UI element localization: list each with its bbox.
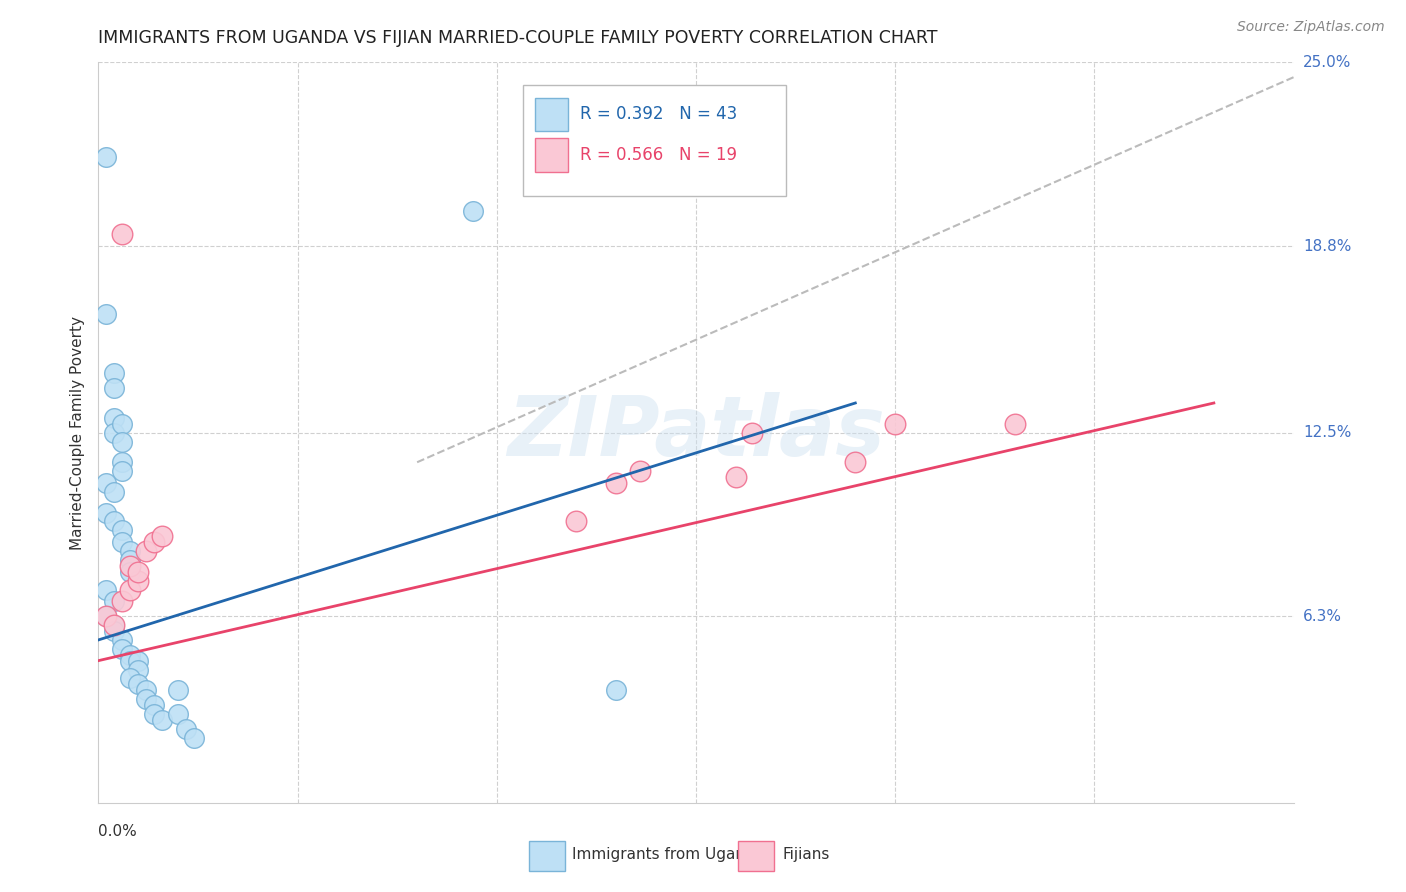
Point [844, 455, 866, 469]
Point [120, 654, 142, 668]
Point [111, 632, 134, 647]
Point [120, 648, 142, 662]
Point [605, 683, 627, 698]
Point [135, 544, 157, 558]
Point [103, 624, 125, 638]
Point [111, 455, 134, 469]
Point [135, 692, 157, 706]
Text: IMMIGRANTS FROM UGANDA VS FIJIAN MARRIED-COUPLE FAMILY POVERTY CORRELATION CHART: IMMIGRANTS FROM UGANDA VS FIJIAN MARRIED… [98, 29, 938, 47]
Point [103, 618, 125, 632]
Text: R = 0.566   N = 19: R = 0.566 N = 19 [581, 146, 737, 164]
Point [150, 713, 173, 727]
Point [120, 558, 142, 573]
Point [1004, 417, 1026, 431]
Point [103, 594, 125, 608]
Point [96, 609, 118, 624]
Point [120, 553, 142, 567]
Point [127, 663, 149, 677]
Text: 6.3%: 6.3% [1303, 608, 1343, 624]
Point [167, 683, 190, 698]
Y-axis label: Married-Couple Family Poverty: Married-Couple Family Poverty [69, 316, 84, 549]
Point [111, 524, 134, 538]
Point [127, 565, 149, 579]
Point [96, 307, 118, 321]
Point [103, 484, 125, 499]
Point [96, 506, 118, 520]
Text: Source: ZipAtlas.com: Source: ZipAtlas.com [1237, 20, 1385, 34]
Point [111, 417, 134, 431]
Point [183, 731, 205, 745]
Point [135, 683, 157, 698]
Point [724, 470, 747, 484]
Point [174, 722, 197, 736]
Point [111, 641, 134, 656]
Point [111, 535, 134, 549]
Point [628, 464, 651, 478]
Point [120, 544, 142, 558]
Text: 12.5%: 12.5% [1303, 425, 1351, 440]
Point [103, 381, 125, 395]
Point [143, 706, 166, 721]
Point [103, 410, 125, 425]
Point [120, 582, 142, 597]
Point [150, 529, 173, 543]
Point [461, 203, 484, 218]
Point [111, 434, 134, 449]
Text: ZIPatlas: ZIPatlas [508, 392, 884, 473]
FancyBboxPatch shape [738, 841, 773, 871]
Text: Fijians: Fijians [782, 847, 830, 863]
Point [120, 565, 142, 579]
Point [127, 677, 149, 691]
Point [111, 464, 134, 478]
Point [111, 227, 134, 242]
Point [103, 515, 125, 529]
Point [96, 475, 118, 490]
Point [143, 535, 166, 549]
Text: Immigrants from Uganda: Immigrants from Uganda [572, 847, 763, 863]
FancyBboxPatch shape [534, 138, 568, 171]
Point [565, 515, 588, 529]
FancyBboxPatch shape [523, 85, 786, 195]
FancyBboxPatch shape [534, 97, 568, 131]
Text: 18.8%: 18.8% [1303, 238, 1351, 253]
Point [127, 654, 149, 668]
Point [127, 574, 149, 588]
Point [103, 425, 125, 440]
Point [103, 367, 125, 381]
Point [120, 672, 142, 686]
Point [96, 609, 118, 624]
FancyBboxPatch shape [529, 841, 565, 871]
Point [884, 417, 907, 431]
Point [96, 150, 118, 164]
Text: 0.0%: 0.0% [98, 823, 138, 838]
Point [143, 698, 166, 712]
Point [605, 475, 627, 490]
Point [96, 582, 118, 597]
Point [167, 706, 190, 721]
Text: 25.0%: 25.0% [1303, 55, 1351, 70]
Point [111, 594, 134, 608]
Point [741, 425, 763, 440]
Text: R = 0.392   N = 43: R = 0.392 N = 43 [581, 105, 737, 123]
Point [103, 618, 125, 632]
